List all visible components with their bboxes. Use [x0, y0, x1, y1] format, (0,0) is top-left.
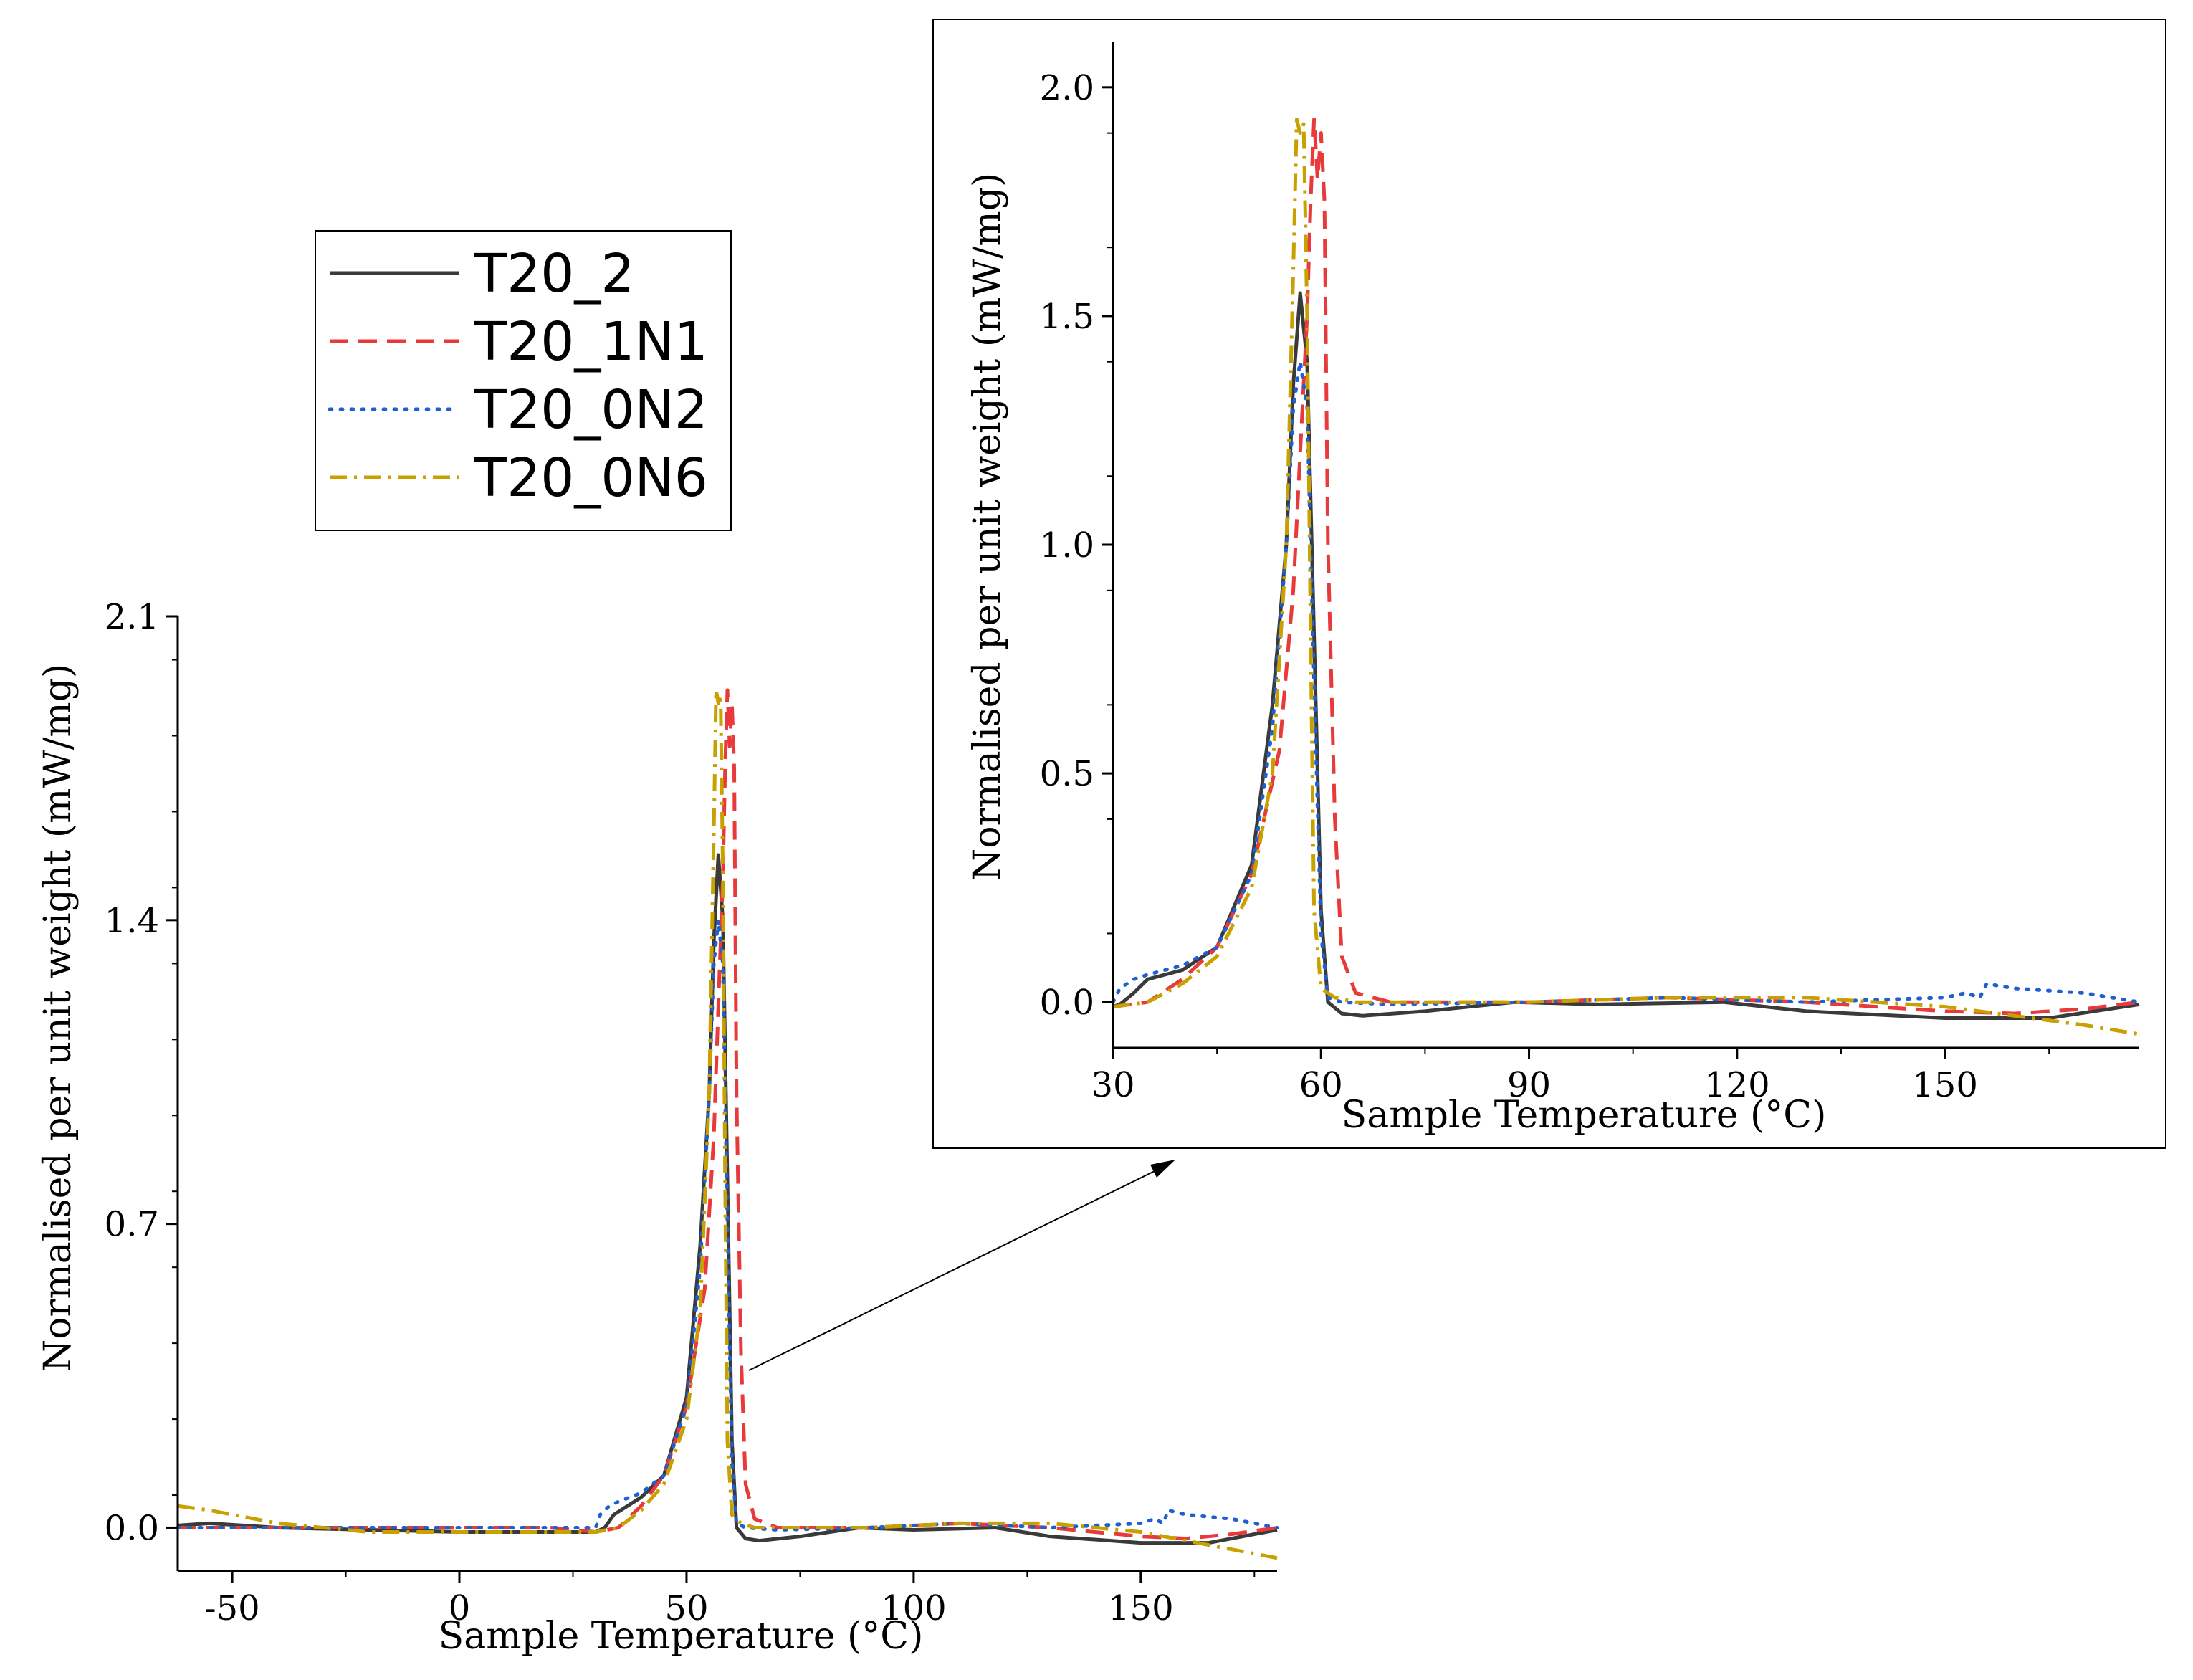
- inset-x-tick-label: 30: [1091, 1065, 1134, 1105]
- inset-y-tick-label: 1.5: [1040, 297, 1094, 337]
- inset-y-tick-label: 1.0: [1040, 525, 1094, 565]
- inset-y-tick-label: 2.0: [1040, 68, 1094, 108]
- legend-label-t20-0n6: T20_0N6: [474, 447, 708, 509]
- inset-y-tick-label: 0.5: [1040, 754, 1094, 794]
- legend-label-t20-0n2: T20_0N2: [474, 379, 708, 441]
- legend-label-t20-2: T20_2: [474, 243, 634, 305]
- main-series-group: [176, 688, 1279, 1560]
- inset-x-tick-label: 60: [1299, 1065, 1343, 1105]
- zoom-arrow: [748, 1160, 1175, 1371]
- inset-series-t20-1n1: [1112, 118, 2140, 1016]
- main-series-t20-0n6: [177, 688, 1278, 1560]
- inset-series-group: [1111, 118, 2141, 1036]
- main-x-tick-label: 100: [881, 1588, 947, 1628]
- inset-x-axis-label: Sample Temperature (°C): [1342, 1094, 1827, 1137]
- main-y-tick-label: 0.0: [105, 1508, 159, 1548]
- inset-x-tick-label: 120: [1704, 1065, 1770, 1105]
- main-x-tick-label: -50: [204, 1588, 259, 1628]
- main-y-tick-label: 0.7: [105, 1205, 159, 1245]
- inset-y-tick-label: 0.0: [1040, 983, 1094, 1023]
- inset-series-t20-2: [1112, 291, 2140, 1020]
- inset-series-t20-0n2: [1111, 360, 2141, 1006]
- inset-series-t20-0n6: [1112, 118, 2140, 1036]
- inset-frame: [932, 19, 2166, 1149]
- inset-x-tick-label: 150: [1912, 1065, 1978, 1105]
- main-x-axis-label: Sample Temperature (°C): [439, 1615, 924, 1658]
- main-y-tick-label: 1.4: [105, 901, 159, 941]
- main-y-axis-label: Normalised per unit weight (mW/mg): [37, 664, 80, 1373]
- legend-label-t20-1n1: T20_1N1: [474, 311, 708, 373]
- inset-axes: 0.0 0.5 1.0 1.5 2.0 30 60 90 120 150: [1040, 42, 2139, 1105]
- main-axes: 0.0 0.7 1.4 2.1 -50 0 50 100 150: [105, 597, 1277, 1628]
- inset-chart: 0.0 0.5 1.0 1.5 2.0 30 60 90 120 150 Sample Tempe…: [932, 19, 2166, 1149]
- main-x-tick-label: 150: [1108, 1588, 1174, 1628]
- main-series-t20-0n2: [176, 918, 1279, 1532]
- legend-box: [315, 230, 732, 531]
- inset-x-tick-label: 90: [1507, 1065, 1551, 1105]
- main-y-tick-label: 2.1: [105, 597, 159, 637]
- main-x-tick-label: 0: [449, 1588, 471, 1628]
- main-chart: 0.0 0.7 1.4 2.1 -50 0 50 100 150 Sample Temperat…: [37, 597, 1279, 1658]
- main-x-tick-label: 50: [664, 1588, 708, 1628]
- inset-y-axis-label: Normalised per unit weight (mW/mg): [966, 173, 1009, 882]
